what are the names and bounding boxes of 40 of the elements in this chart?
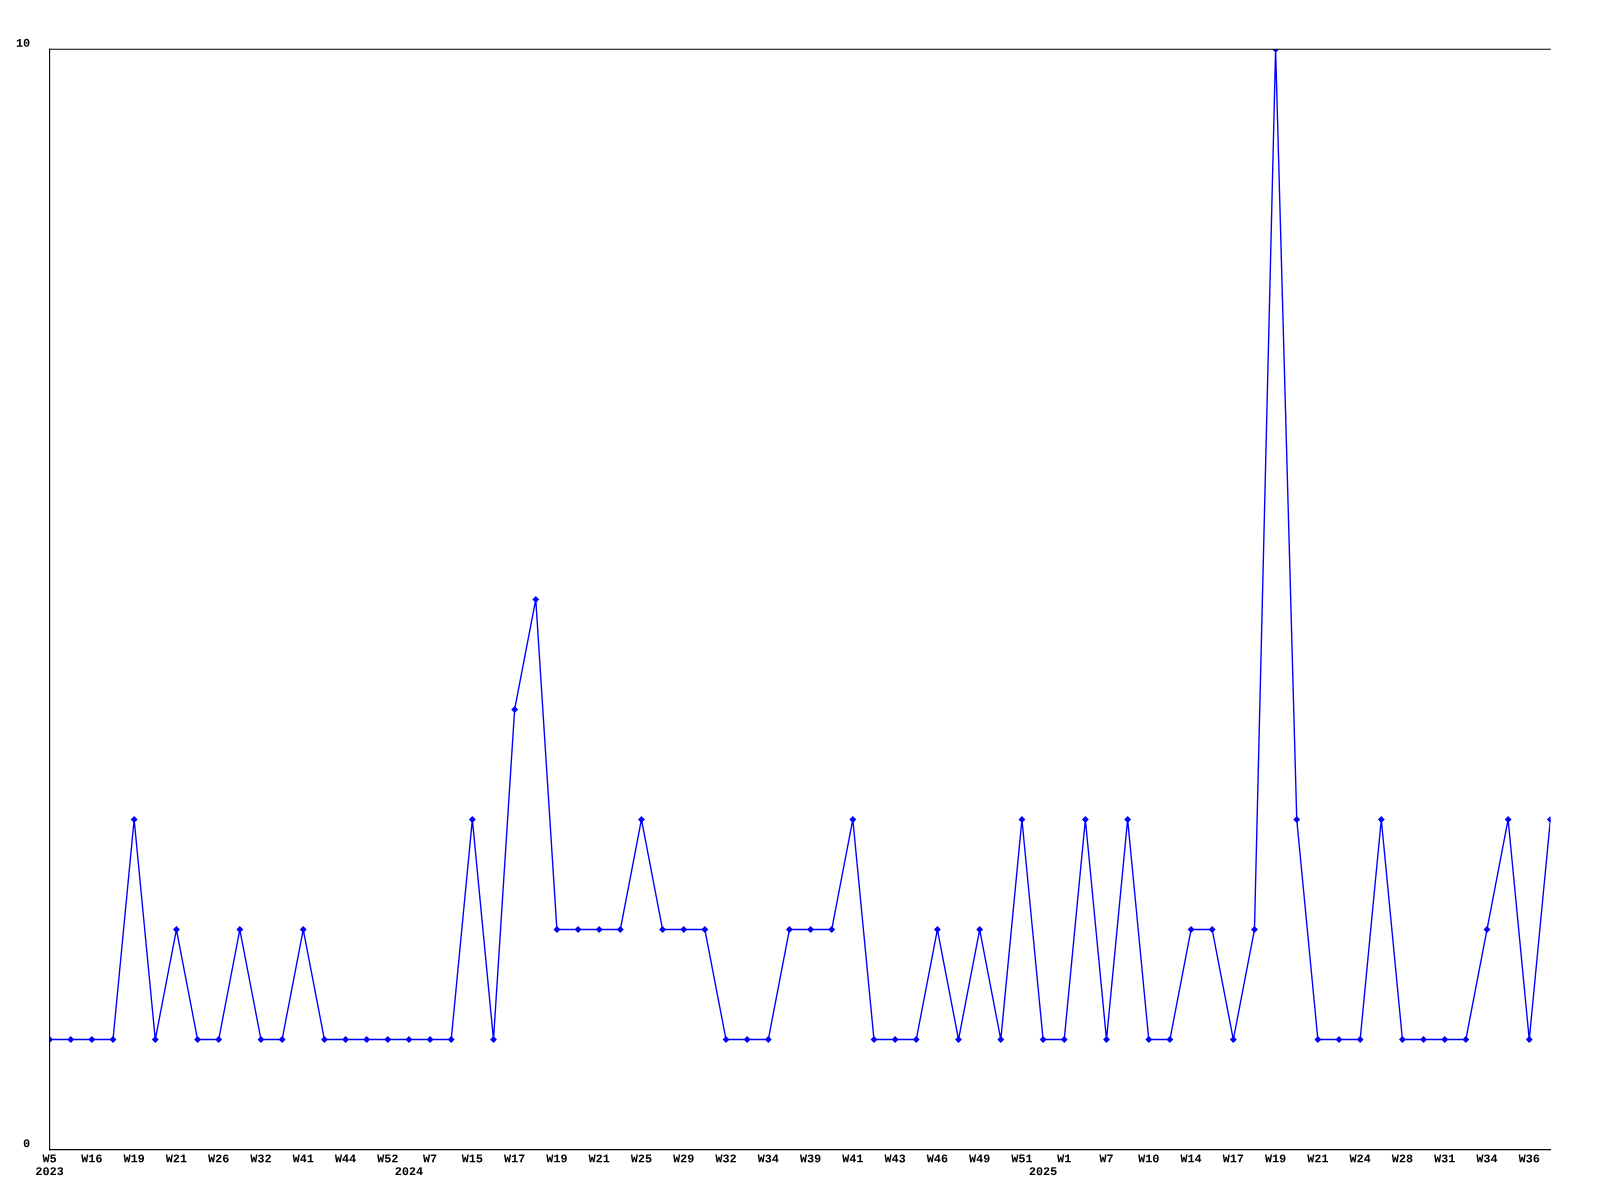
x-tick-label: W19 [1264, 1154, 1286, 1163]
x-tick-label: W14 [1180, 1154, 1202, 1163]
x-tick-label: W17 [1222, 1154, 1244, 1163]
x-tick-label: W7 [423, 1154, 437, 1163]
x-tick-label: W19 [546, 1154, 567, 1163]
x-tick-label: W36 [1518, 1154, 1540, 1163]
x-tick-label: W16 [81, 1154, 102, 1163]
x-tick-label: W24 [1349, 1154, 1371, 1163]
x-tick-label: 2025 [1029, 1167, 1057, 1176]
x-tick-label: W7 [1099, 1154, 1113, 1163]
x-tick-label: W44 [334, 1154, 356, 1163]
x-tick-label: W52 [377, 1154, 398, 1163]
x-tick-label: W21 [165, 1154, 187, 1163]
x-tick-label: W43 [884, 1154, 906, 1163]
x-tick-label: W26 [208, 1154, 229, 1163]
x-tick-label: W21 [588, 1154, 610, 1163]
x-tick-label: W28 [1391, 1154, 1413, 1163]
x-tick-label: W41 [842, 1154, 863, 1163]
x-tick-label: 2024 [395, 1167, 423, 1176]
x-tick-label: W34 [1476, 1154, 1498, 1163]
x-tick-label: W46 [926, 1154, 948, 1163]
x-tick-label: W29 [673, 1154, 694, 1163]
x-tick-label: W1 [1057, 1154, 1071, 1163]
x-tick-label: W25 [630, 1154, 652, 1163]
y-tick-label: 10 [16, 38, 30, 47]
x-tick-label: W39 [799, 1154, 821, 1163]
x-tick-label: W49 [969, 1154, 990, 1163]
x-tick-label: W32 [715, 1154, 736, 1163]
x-tick-label: W17 [504, 1154, 525, 1163]
x-tick-label: W32 [250, 1154, 271, 1163]
x-tick-label: W51 [1011, 1154, 1033, 1163]
x-tick-label: W41 [292, 1154, 314, 1163]
x-tick-label: W34 [757, 1154, 779, 1163]
x-tick-label: W10 [1138, 1154, 1159, 1163]
y-tick-label: 0 [23, 1139, 30, 1148]
x-tick-label: W21 [1307, 1154, 1329, 1163]
x-tick-label: W31 [1434, 1154, 1455, 1163]
x-tick-label: W15 [461, 1154, 483, 1163]
x-tick-label: W5 2023 [36, 1154, 64, 1176]
x-tick-label: W19 [123, 1154, 145, 1163]
